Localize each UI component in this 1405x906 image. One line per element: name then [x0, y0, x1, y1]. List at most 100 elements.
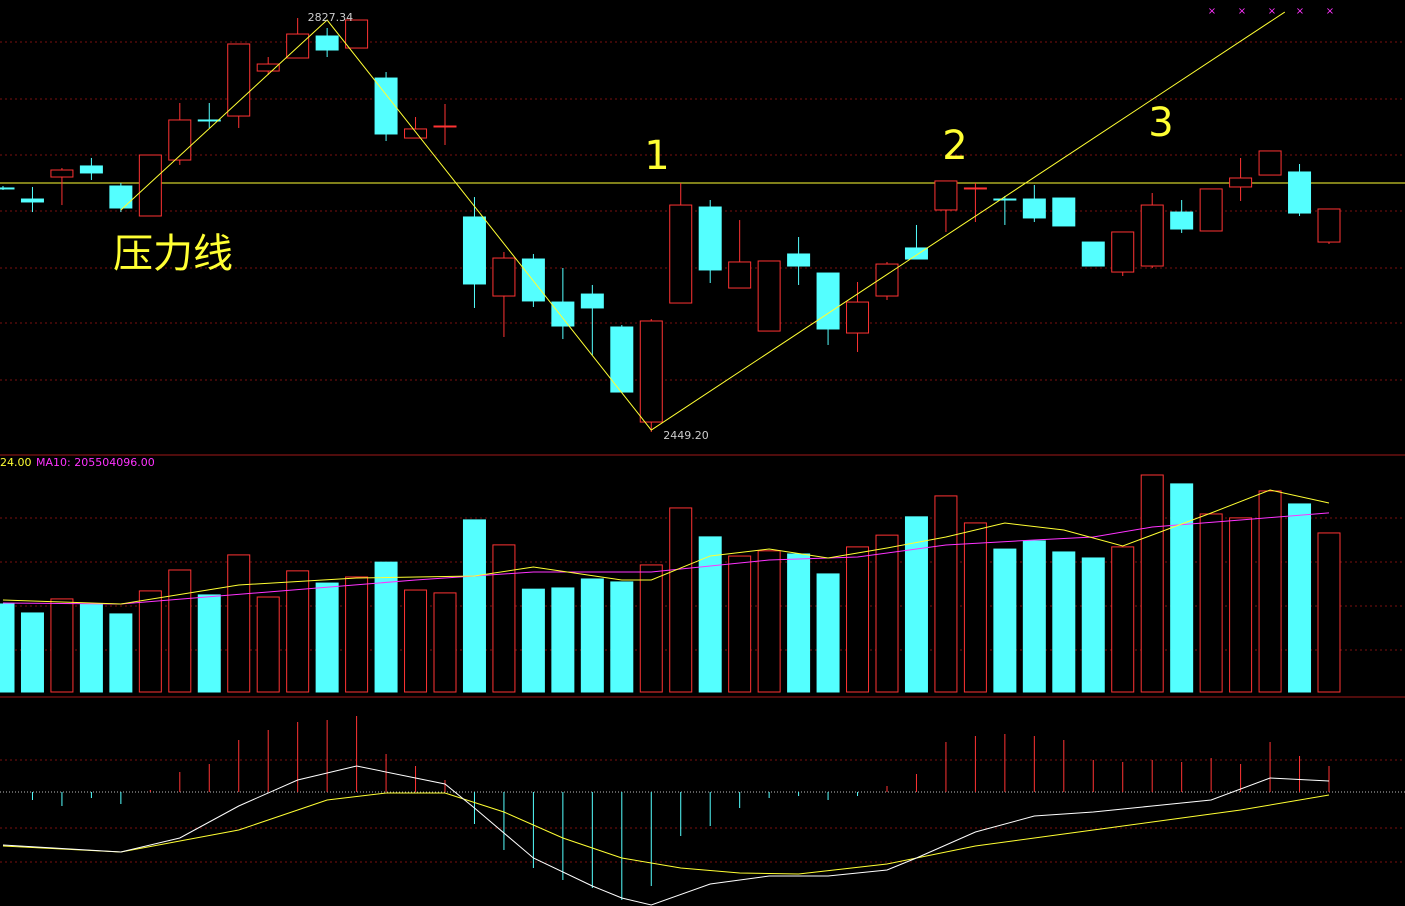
volume-bar	[1140, 474, 1164, 693]
candle-body	[639, 320, 663, 423]
volume-bar	[138, 590, 162, 693]
ma5-line	[2, 489, 1330, 605]
candle-body	[904, 247, 928, 260]
candle-body	[757, 260, 781, 332]
marker: ×	[1208, 6, 1216, 17]
volume-bar	[934, 495, 958, 693]
volume-bar	[1288, 503, 1312, 693]
dea-line	[2, 792, 1330, 875]
candle-body	[492, 257, 516, 297]
candle-body	[345, 19, 369, 49]
candle-body	[50, 169, 74, 178]
candle-body	[993, 198, 1017, 201]
volume-bar	[1170, 483, 1194, 693]
ma5-label: 24.00	[0, 456, 32, 469]
volume-bar	[462, 519, 486, 693]
volume-bar	[50, 598, 74, 693]
volume-bar	[404, 589, 428, 693]
volume-bar	[0, 603, 15, 693]
volume-bar	[227, 554, 251, 693]
volume-bar	[993, 548, 1017, 693]
candle-body	[0, 187, 15, 190]
candle-body	[1052, 197, 1076, 227]
candle-body	[462, 216, 486, 285]
volume-bar	[256, 596, 280, 693]
candle-body	[551, 301, 575, 327]
candle-body	[256, 63, 280, 72]
candle-body	[374, 77, 398, 135]
markers: × × × × ×	[1208, 6, 1334, 17]
wave-label: 3	[1148, 100, 1173, 146]
volume-bar	[551, 587, 575, 693]
trend-line	[120, 11, 1286, 431]
wave-label: 2	[942, 123, 967, 169]
volume-bar	[521, 588, 545, 693]
candle-body	[1199, 188, 1223, 232]
candle-body	[728, 261, 752, 289]
volume-bar	[757, 550, 781, 693]
marker: ×	[1238, 6, 1246, 17]
volume-bar	[963, 522, 987, 693]
candle-body	[1111, 231, 1135, 273]
candle-body	[138, 154, 162, 217]
marker: ×	[1268, 6, 1276, 17]
candle-body	[1258, 150, 1282, 176]
candle-body	[1170, 211, 1194, 230]
volume-bar	[374, 561, 398, 693]
volume-bar	[1111, 546, 1135, 693]
volume-bar	[79, 603, 103, 693]
candle-body	[1081, 241, 1105, 267]
volume-bar	[20, 612, 44, 693]
volume-bar	[1052, 551, 1076, 693]
dif-line	[2, 765, 1330, 906]
candle-body	[1022, 198, 1046, 219]
candle-body	[875, 263, 899, 297]
candle-body	[521, 258, 545, 302]
candle-body	[698, 206, 722, 271]
grid	[0, 41, 1405, 863]
volume-bar	[787, 553, 811, 693]
candle-body	[20, 198, 44, 203]
candle-body	[1317, 208, 1341, 243]
marker: ×	[1326, 6, 1334, 17]
candle-body	[669, 204, 693, 304]
volume-bar	[1022, 540, 1046, 693]
ma10-line	[2, 512, 1330, 605]
wave-label: 1	[644, 133, 669, 179]
volume-bar	[904, 516, 928, 693]
volume-bar	[580, 578, 604, 693]
volume-bar	[1199, 513, 1223, 693]
volume-bar	[698, 536, 722, 693]
candle-body	[580, 293, 604, 309]
candle-body	[197, 119, 221, 122]
candle-body	[109, 185, 133, 209]
volume-bar	[846, 546, 870, 693]
candle-body	[79, 165, 103, 174]
candle-body	[934, 180, 958, 211]
volume-bar	[1317, 532, 1341, 693]
candle-body	[787, 253, 811, 267]
volume-bar	[816, 573, 840, 693]
volume-bar	[433, 592, 457, 693]
candle-body	[315, 35, 339, 51]
volume-bar	[639, 564, 663, 693]
volume-bar	[109, 613, 133, 693]
volume-bar	[197, 594, 221, 693]
high-label: 2827.34	[308, 11, 354, 24]
volume-bar	[345, 576, 369, 693]
volume-bar	[168, 569, 192, 693]
resistance-label: 压力线	[113, 231, 233, 277]
candle-body	[1288, 171, 1312, 214]
volume-bar	[1081, 557, 1105, 693]
candle-body	[963, 187, 987, 190]
volume-bar	[875, 534, 899, 693]
volume-bar	[1258, 490, 1282, 693]
candle-body	[1229, 177, 1253, 188]
candle-body	[227, 43, 251, 117]
candle-body	[404, 128, 428, 139]
marker: ×	[1296, 6, 1304, 17]
volume-bar	[728, 555, 752, 693]
candle-body	[433, 125, 457, 128]
volume-bar	[669, 507, 693, 693]
